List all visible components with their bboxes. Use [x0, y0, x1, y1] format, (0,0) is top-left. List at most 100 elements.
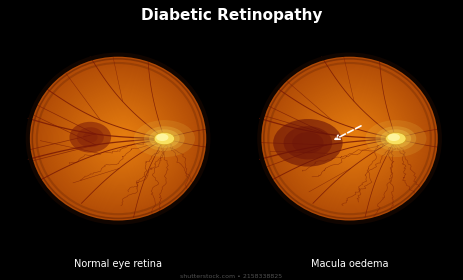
Ellipse shape: [264, 59, 436, 218]
Ellipse shape: [338, 123, 372, 154]
Ellipse shape: [302, 91, 403, 186]
Ellipse shape: [314, 102, 393, 175]
Ellipse shape: [294, 85, 410, 192]
Ellipse shape: [268, 62, 432, 215]
Ellipse shape: [69, 90, 173, 187]
Ellipse shape: [269, 63, 432, 214]
Ellipse shape: [326, 112, 382, 165]
Ellipse shape: [65, 87, 176, 190]
Ellipse shape: [50, 74, 190, 204]
Ellipse shape: [337, 122, 373, 155]
Ellipse shape: [321, 108, 387, 169]
Ellipse shape: [290, 81, 414, 196]
Ellipse shape: [113, 128, 136, 149]
Ellipse shape: [270, 64, 431, 213]
Ellipse shape: [310, 99, 396, 179]
Ellipse shape: [112, 127, 137, 150]
Ellipse shape: [279, 71, 423, 206]
Ellipse shape: [49, 73, 191, 205]
Ellipse shape: [124, 137, 126, 140]
Ellipse shape: [36, 62, 201, 215]
Ellipse shape: [339, 124, 371, 153]
Text: Macula oedema: Macula oedema: [311, 259, 388, 269]
Ellipse shape: [306, 95, 400, 183]
Ellipse shape: [292, 83, 412, 194]
Ellipse shape: [52, 76, 188, 202]
Ellipse shape: [77, 127, 104, 147]
Ellipse shape: [42, 67, 196, 210]
Ellipse shape: [312, 100, 395, 178]
Ellipse shape: [336, 121, 374, 157]
Ellipse shape: [61, 83, 180, 194]
Ellipse shape: [59, 82, 181, 195]
Ellipse shape: [309, 98, 397, 179]
Ellipse shape: [118, 132, 131, 145]
Ellipse shape: [320, 107, 388, 170]
Ellipse shape: [381, 129, 411, 148]
Ellipse shape: [355, 137, 357, 140]
Ellipse shape: [291, 82, 413, 195]
Ellipse shape: [333, 119, 376, 158]
Ellipse shape: [34, 60, 203, 217]
Ellipse shape: [375, 126, 416, 151]
Ellipse shape: [324, 110, 385, 167]
Ellipse shape: [38, 63, 200, 214]
Ellipse shape: [388, 134, 400, 141]
Ellipse shape: [316, 104, 391, 173]
Ellipse shape: [298, 88, 407, 189]
Ellipse shape: [84, 103, 160, 174]
Ellipse shape: [349, 132, 363, 145]
Ellipse shape: [284, 76, 419, 202]
Ellipse shape: [44, 68, 195, 209]
Ellipse shape: [55, 78, 185, 199]
Ellipse shape: [121, 136, 128, 142]
Ellipse shape: [343, 127, 368, 150]
Ellipse shape: [318, 105, 390, 172]
Ellipse shape: [111, 126, 138, 151]
Ellipse shape: [79, 99, 165, 179]
Ellipse shape: [107, 123, 141, 154]
Ellipse shape: [88, 106, 157, 171]
Ellipse shape: [115, 130, 133, 147]
Ellipse shape: [123, 137, 127, 141]
Ellipse shape: [156, 134, 169, 141]
Ellipse shape: [81, 101, 163, 176]
Ellipse shape: [273, 119, 343, 167]
Ellipse shape: [71, 92, 171, 185]
Ellipse shape: [117, 131, 132, 146]
Ellipse shape: [103, 120, 144, 157]
Ellipse shape: [68, 89, 174, 188]
Ellipse shape: [276, 69, 425, 208]
Ellipse shape: [154, 132, 175, 145]
Text: Normal eye retina: Normal eye retina: [74, 259, 162, 269]
Ellipse shape: [51, 74, 188, 203]
Ellipse shape: [271, 65, 430, 212]
Ellipse shape: [40, 65, 198, 212]
Ellipse shape: [319, 106, 389, 171]
Ellipse shape: [62, 84, 179, 193]
Ellipse shape: [80, 100, 163, 178]
Ellipse shape: [97, 115, 149, 163]
Ellipse shape: [285, 77, 418, 200]
Ellipse shape: [108, 124, 140, 153]
Ellipse shape: [63, 85, 178, 192]
Ellipse shape: [304, 94, 401, 184]
Ellipse shape: [332, 118, 377, 160]
Ellipse shape: [284, 126, 332, 160]
Ellipse shape: [41, 66, 197, 211]
Ellipse shape: [30, 57, 206, 221]
Ellipse shape: [259, 55, 440, 223]
Ellipse shape: [100, 116, 147, 161]
Ellipse shape: [342, 126, 369, 151]
Ellipse shape: [286, 78, 417, 199]
Ellipse shape: [353, 136, 360, 142]
Ellipse shape: [325, 111, 384, 166]
Ellipse shape: [327, 113, 382, 164]
Ellipse shape: [350, 133, 362, 144]
Ellipse shape: [46, 70, 193, 207]
Ellipse shape: [134, 120, 195, 157]
Ellipse shape: [352, 134, 361, 143]
Ellipse shape: [273, 66, 428, 211]
Ellipse shape: [307, 95, 399, 182]
Ellipse shape: [354, 137, 358, 141]
